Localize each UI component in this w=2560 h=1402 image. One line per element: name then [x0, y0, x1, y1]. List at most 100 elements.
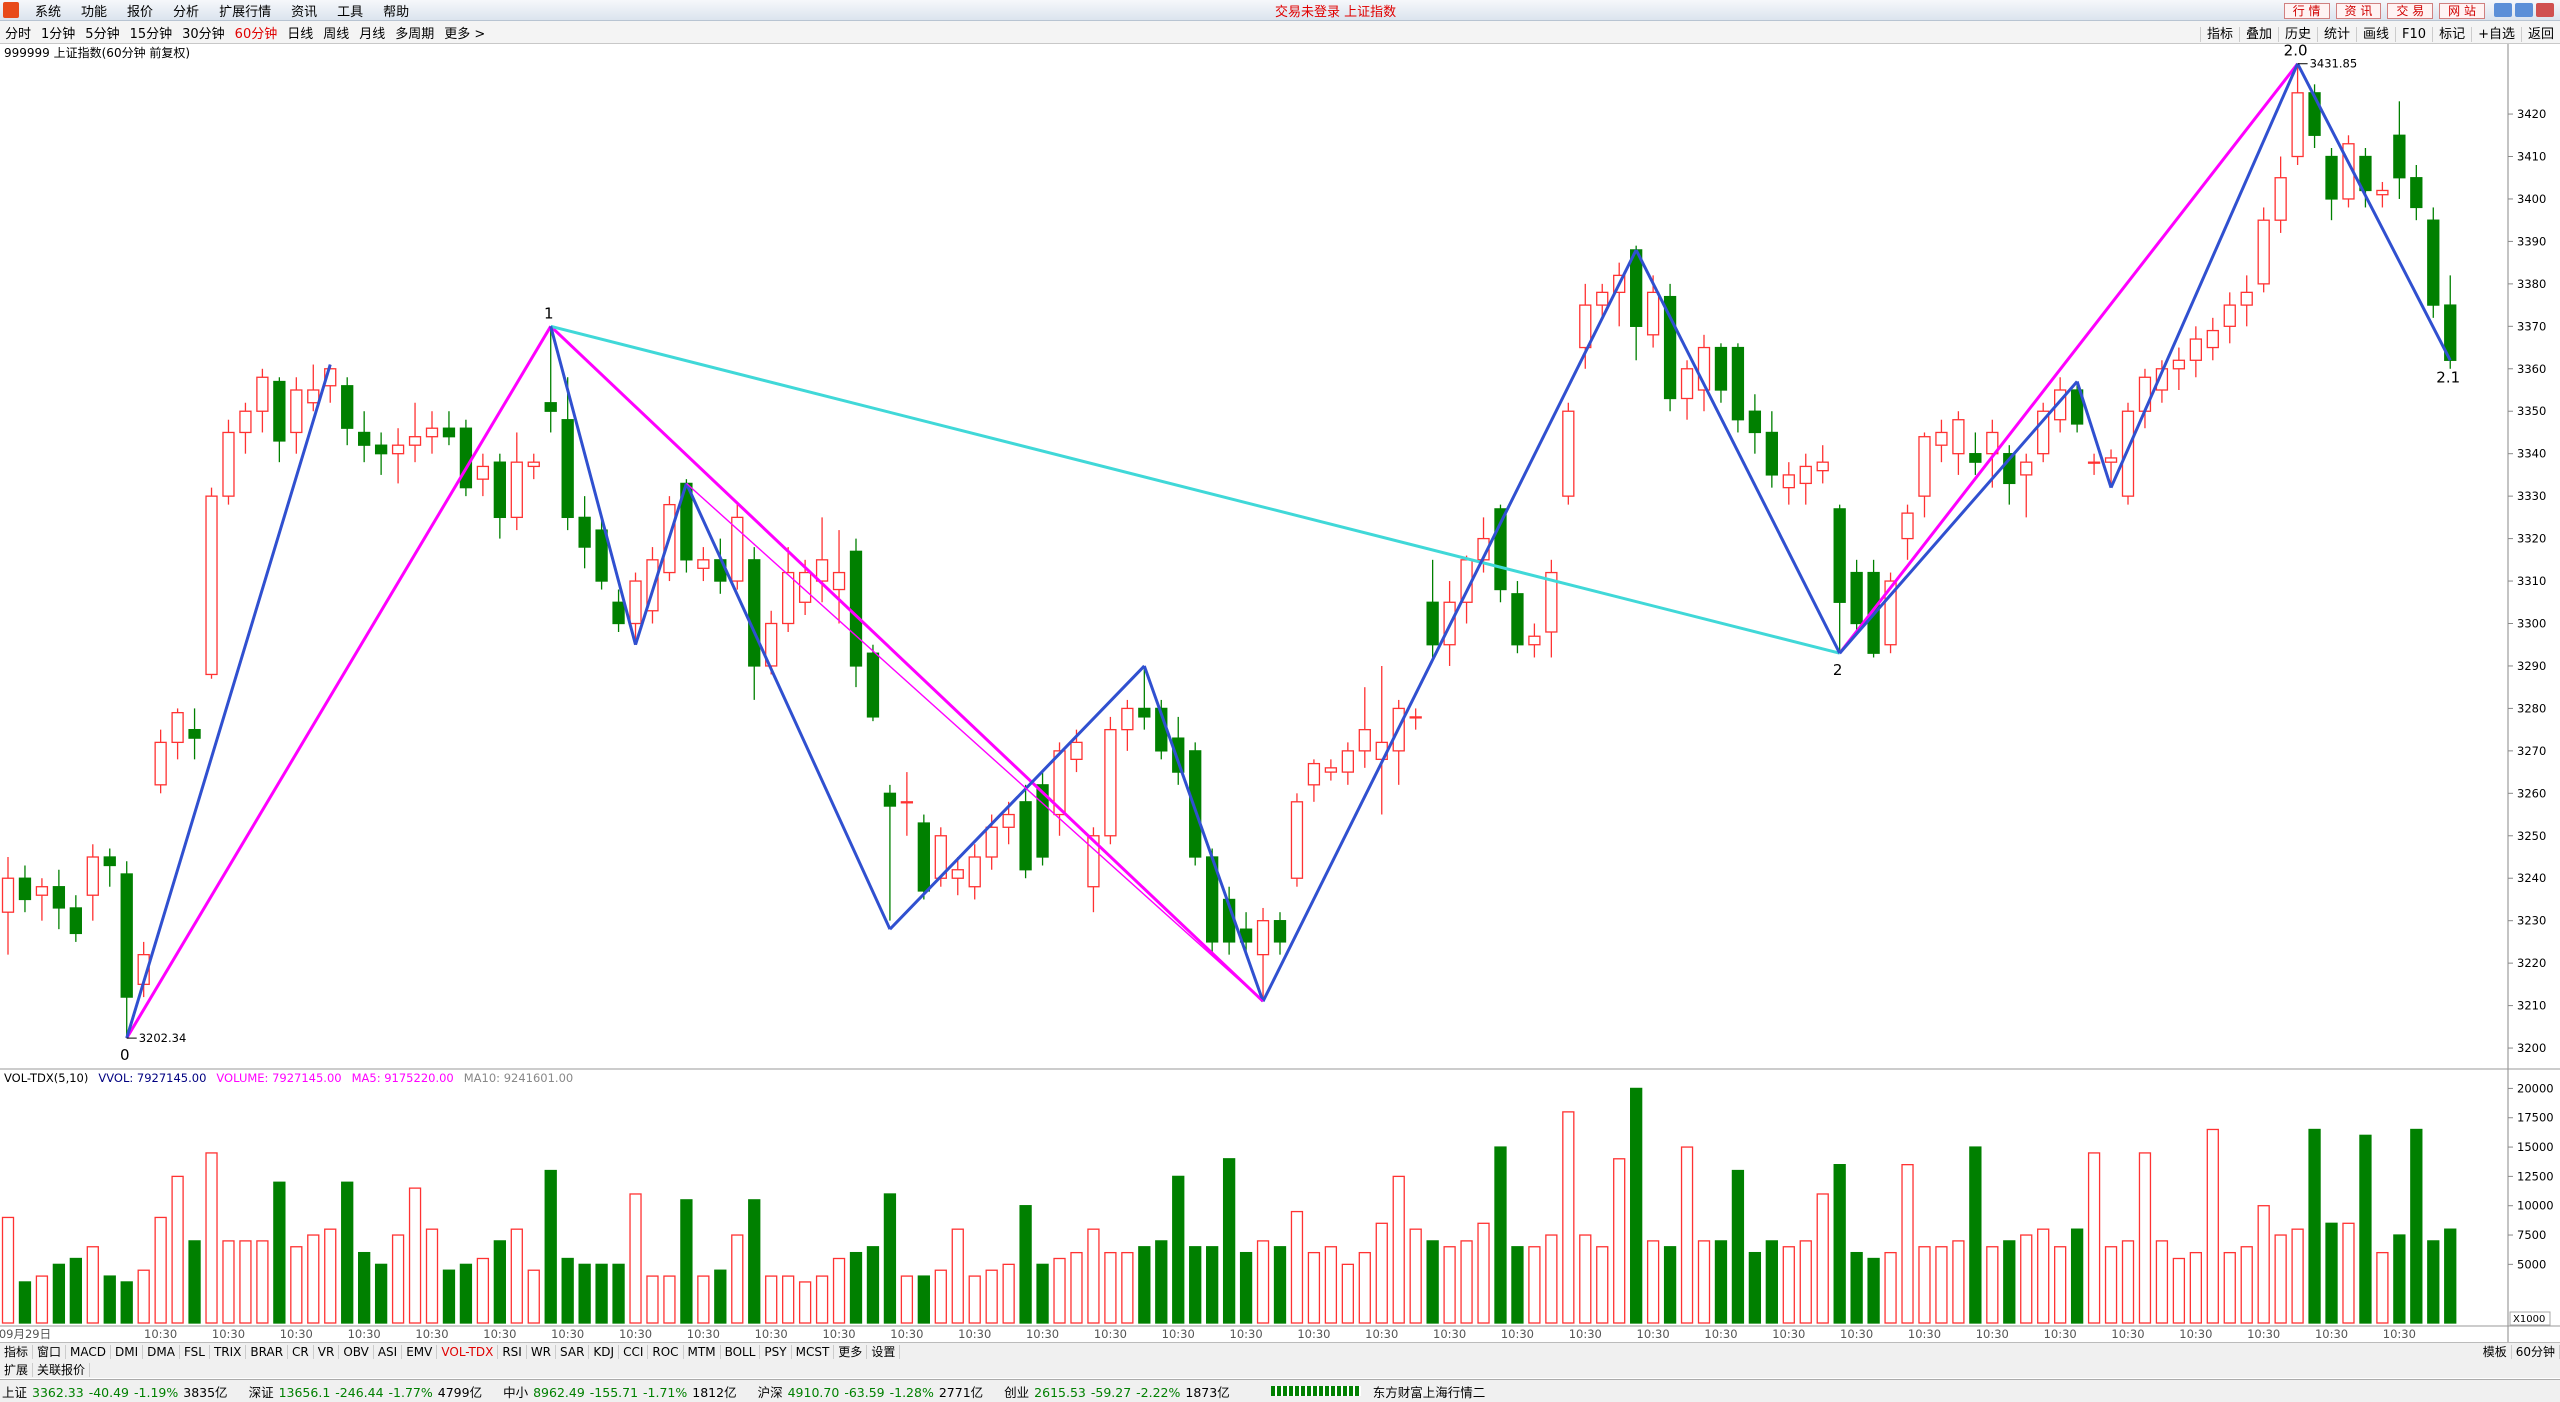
period-button[interactable]: 日线: [287, 26, 314, 42]
y-tick-label: 3400: [2517, 192, 2546, 206]
period-button[interactable]: 30分钟: [182, 26, 225, 42]
indicator-tab[interactable]: CCI: [619, 1345, 649, 1359]
menu-item[interactable]: 分析: [173, 4, 200, 20]
tool-button[interactable]: 指标: [2199, 26, 2239, 42]
candle-body: [69, 907, 82, 935]
window-button[interactable]: [2536, 3, 2554, 17]
volume-bar: [18, 1281, 32, 1324]
index-change: -63.59: [844, 1384, 885, 1400]
index-change: -155.71: [589, 1384, 639, 1400]
quick-button[interactable]: 交 易: [2387, 2, 2434, 19]
tool-button[interactable]: 叠加: [2238, 26, 2278, 42]
tool-button[interactable]: 历史: [2277, 26, 2317, 42]
period-button[interactable]: 月线: [359, 26, 386, 42]
sub-tab-bar: 扩展 关联报价: [0, 1360, 2560, 1378]
indicator-tab[interactable]: PSY: [760, 1345, 792, 1359]
indicator-tab[interactable]: CR: [288, 1345, 314, 1359]
indicator-tab[interactable]: MCST: [791, 1345, 835, 1359]
indicator-tab[interactable]: 窗口: [33, 1345, 67, 1359]
tool-button[interactable]: F10: [2395, 26, 2433, 42]
tool-button[interactable]: +自选: [2471, 26, 2521, 42]
quick-button[interactable]: 行 情: [2283, 2, 2330, 19]
indicator-tab[interactable]: RSI: [498, 1345, 527, 1359]
indicator-tab[interactable]: OBV: [339, 1345, 374, 1359]
indicator-tab[interactable]: WR: [526, 1345, 557, 1359]
volume-bar: [1104, 1251, 1117, 1324]
y-tick-label: 3210: [2517, 999, 2546, 1013]
menu-item[interactable]: 功能: [81, 4, 108, 20]
index-quote[interactable]: 沪深 4910.70 -63.59 -1.28% 2771亿: [758, 1382, 989, 1401]
volume-bar: [1562, 1111, 1575, 1324]
indicator-tab[interactable]: MACD: [66, 1345, 112, 1359]
volume-bar: [1918, 1246, 1931, 1324]
indicator-tab[interactable]: VR: [313, 1345, 340, 1359]
window-button[interactable]: [2515, 3, 2533, 17]
tool-button[interactable]: 返回: [2520, 26, 2560, 42]
menu-item[interactable]: 扩展行情: [219, 4, 272, 20]
x-tick-label: 10:30: [2247, 1327, 2280, 1341]
indicator-tab[interactable]: DMA: [143, 1345, 180, 1359]
right-tab[interactable]: 60分钟: [2511, 1345, 2560, 1359]
index-quote[interactable]: 上证 3362.33 -40.49 -1.19% 3835亿: [2, 1382, 233, 1401]
right-tab[interactable]: 模板: [2478, 1345, 2512, 1359]
period-button[interactable]: 5分钟: [85, 26, 120, 42]
index-change: -59.27: [1090, 1384, 1132, 1400]
period-button[interactable]: 分时: [5, 26, 32, 42]
tool-button[interactable]: 标记: [2432, 26, 2472, 42]
indicator-tab[interactable]: BRAR: [246, 1345, 289, 1359]
period-button[interactable]: 周线: [323, 26, 350, 42]
volume-bar: [578, 1263, 591, 1324]
menu-item[interactable]: 资讯: [291, 4, 318, 20]
y-tick-label: 3320: [2517, 532, 2546, 546]
candle-body: [1053, 750, 1066, 816]
menu-item[interactable]: 帮助: [383, 4, 410, 20]
period-button[interactable]: 多周期: [395, 26, 435, 42]
sub-tab[interactable]: 扩展: [0, 1362, 34, 1377]
indicator-tab[interactable]: ROC: [648, 1345, 684, 1359]
indicator-tab[interactable]: 更多: [834, 1345, 868, 1359]
candle-body: [1765, 431, 1778, 476]
y-tick-label: 3310: [2517, 574, 2546, 588]
indicator-tab[interactable]: EMV: [402, 1345, 438, 1359]
indicator-tab[interactable]: 指标: [0, 1345, 34, 1359]
indicator-tab[interactable]: 设置: [867, 1345, 901, 1359]
period-button[interactable]: 更多 >: [444, 26, 486, 42]
menu-item[interactable]: 系统: [35, 4, 62, 20]
quick-button[interactable]: 网 站: [2439, 2, 2485, 19]
indicator-tab[interactable]: MTM: [683, 1345, 721, 1359]
window-button[interactable]: [2494, 3, 2512, 17]
wave-line: [1142, 665, 1265, 1002]
period-button[interactable]: 1分钟: [41, 26, 76, 42]
candle-body: [2359, 155, 2372, 192]
x-tick-label: 09月29日: [0, 1327, 51, 1341]
indicator-tab[interactable]: VOL-TDX: [437, 1345, 499, 1359]
indicator-tab[interactable]: FSL: [179, 1345, 210, 1359]
index-quote[interactable]: 中小 8962.49 -155.71 -1.71% 1812亿: [503, 1382, 742, 1401]
indicator-tab[interactable]: TRIX: [209, 1345, 247, 1359]
tool-button[interactable]: 画线: [2356, 26, 2396, 42]
volume-tick-label: 7500: [2517, 1228, 2546, 1242]
index-price: 3362.33: [32, 1384, 84, 1400]
volume-bar: [35, 1275, 49, 1324]
indicator-tab[interactable]: DMI: [111, 1345, 144, 1359]
quick-button[interactable]: 资 讯: [2335, 2, 2382, 19]
period-button[interactable]: 15分钟: [129, 26, 173, 42]
index-price: 13656.1: [278, 1384, 331, 1400]
index-quote[interactable]: 深证 13656.1 -246.44 -1.77% 4799亿: [249, 1382, 488, 1401]
indicator-tab[interactable]: SAR: [556, 1345, 590, 1359]
period-button[interactable]: 60分钟: [234, 26, 278, 42]
candle-body: [442, 427, 456, 438]
index-amount: 1812亿: [692, 1384, 737, 1400]
tool-button[interactable]: 统计: [2317, 26, 2357, 42]
indicator-tab[interactable]: BOLL: [720, 1345, 761, 1359]
menu-item[interactable]: 工具: [337, 4, 364, 20]
indicator-tab[interactable]: ASI: [373, 1345, 403, 1359]
menu-item[interactable]: 报价: [127, 4, 154, 20]
indicator-tab[interactable]: KDJ: [589, 1345, 620, 1359]
volume-bar: [1782, 1246, 1795, 1324]
sub-tab[interactable]: 关联报价: [33, 1362, 91, 1377]
candle-body: [646, 559, 659, 612]
index-quote[interactable]: 创业 2615.53 -59.27 -2.22% 1873亿: [1004, 1382, 1235, 1401]
volume-bar: [917, 1275, 930, 1324]
